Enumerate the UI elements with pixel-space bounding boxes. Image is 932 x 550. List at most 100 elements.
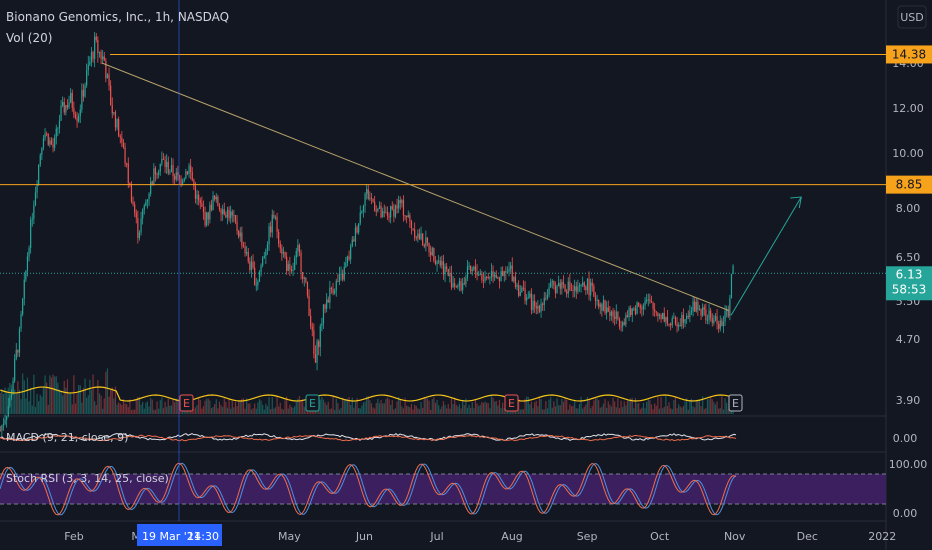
price-tick-label: 4.70 — [896, 333, 921, 346]
earnings-marker[interactable]: E — [305, 394, 320, 412]
volume-bar — [684, 401, 686, 414]
volume-bar — [82, 388, 85, 414]
volume-bar — [343, 399, 345, 414]
volume-bar — [519, 409, 521, 414]
volume-bar — [622, 407, 624, 414]
candle-body — [654, 309, 656, 312]
earnings-marker[interactable]: E — [728, 394, 743, 412]
candle-body — [170, 165, 173, 173]
candle-body — [428, 243, 430, 252]
candle-body — [732, 265, 734, 275]
candle-body — [359, 212, 361, 224]
descending-trendline[interactable] — [101, 62, 729, 311]
volume-bar — [686, 398, 688, 414]
candle-body — [143, 205, 145, 210]
candle-body — [316, 341, 318, 363]
main-pane[interactable] — [0, 0, 886, 416]
volume-bar — [526, 396, 528, 414]
candle-body — [700, 308, 702, 316]
candle-body — [540, 303, 542, 312]
time-tick-label: Aug — [501, 530, 522, 543]
candle-body — [36, 183, 38, 193]
candle-body — [489, 277, 491, 279]
candle-body — [457, 285, 459, 288]
volume-bar — [271, 397, 273, 414]
volume-bar — [113, 398, 115, 414]
volume-bar — [353, 407, 355, 414]
volume-bar — [103, 398, 105, 414]
volume-bar — [452, 404, 454, 414]
volume-bar — [503, 408, 505, 414]
volume-bar — [194, 407, 197, 414]
candle-body — [697, 301, 699, 310]
projection-arrow[interactable] — [730, 196, 802, 316]
candle-body — [623, 322, 625, 325]
candle-body — [702, 307, 704, 316]
candle-body — [671, 318, 673, 326]
volume-bar — [623, 401, 625, 414]
candle-body — [399, 200, 401, 204]
candle-body — [132, 201, 134, 205]
earnings-marker[interactable]: E — [504, 394, 519, 412]
candle-body — [665, 316, 667, 322]
candle-body — [684, 319, 686, 323]
volume-bar — [206, 398, 208, 414]
volume-bar — [486, 402, 488, 414]
candle-body — [650, 301, 653, 303]
macd-signal-line — [0, 434, 737, 442]
candle-body — [169, 172, 171, 174]
time-axis[interactable]: FebMarMayJunJulAugSepOctNovDec2022 — [64, 530, 896, 543]
candle-body — [30, 219, 32, 248]
candle-body — [561, 282, 563, 289]
candle-body — [510, 265, 512, 269]
candle-body — [199, 200, 201, 204]
candle-body — [129, 183, 131, 185]
volume-bar — [74, 403, 77, 414]
volume-bar — [673, 399, 675, 414]
volume-bar — [449, 408, 451, 414]
candle-body — [609, 311, 611, 316]
candle-body — [348, 256, 350, 260]
candle-body — [655, 311, 657, 313]
time-tick-label: Dec — [797, 530, 818, 543]
candle-body — [340, 273, 342, 275]
candle-body — [290, 269, 293, 272]
candle-body — [714, 316, 717, 320]
volume-label: Vol (20) — [6, 31, 52, 45]
volume-bar — [33, 374, 35, 414]
volume-bar — [92, 374, 94, 414]
candle-body — [52, 144, 54, 148]
candle-body — [698, 308, 701, 310]
volume-bar — [166, 406, 168, 414]
candle-body — [180, 178, 182, 184]
candle-body — [268, 226, 270, 245]
candle-body — [591, 282, 593, 286]
volume-bar — [60, 390, 62, 414]
candle-body — [662, 312, 664, 320]
candle-body — [508, 268, 510, 272]
volume-bar — [129, 399, 131, 414]
candle-body — [92, 52, 94, 59]
candle-body — [156, 174, 158, 176]
volume-bar — [15, 393, 17, 414]
candles-group[interactable] — [0, 31, 734, 438]
candle-body — [242, 245, 245, 247]
candle-body — [495, 274, 497, 278]
volume-bar — [548, 399, 550, 414]
candle-body — [122, 142, 125, 148]
earnings-marker[interactable]: E — [179, 394, 194, 412]
indicator-lines — [0, 386, 737, 516]
volume-bar — [34, 407, 37, 414]
volume-bar — [350, 404, 352, 414]
candle-body — [193, 180, 195, 187]
currency-box[interactable] — [897, 5, 927, 29]
volume-bar — [714, 404, 717, 414]
candle-body — [7, 406, 9, 416]
candle-body — [18, 328, 21, 353]
volume-bar — [625, 405, 627, 414]
candle-body — [670, 323, 672, 326]
candle-body — [502, 271, 504, 277]
